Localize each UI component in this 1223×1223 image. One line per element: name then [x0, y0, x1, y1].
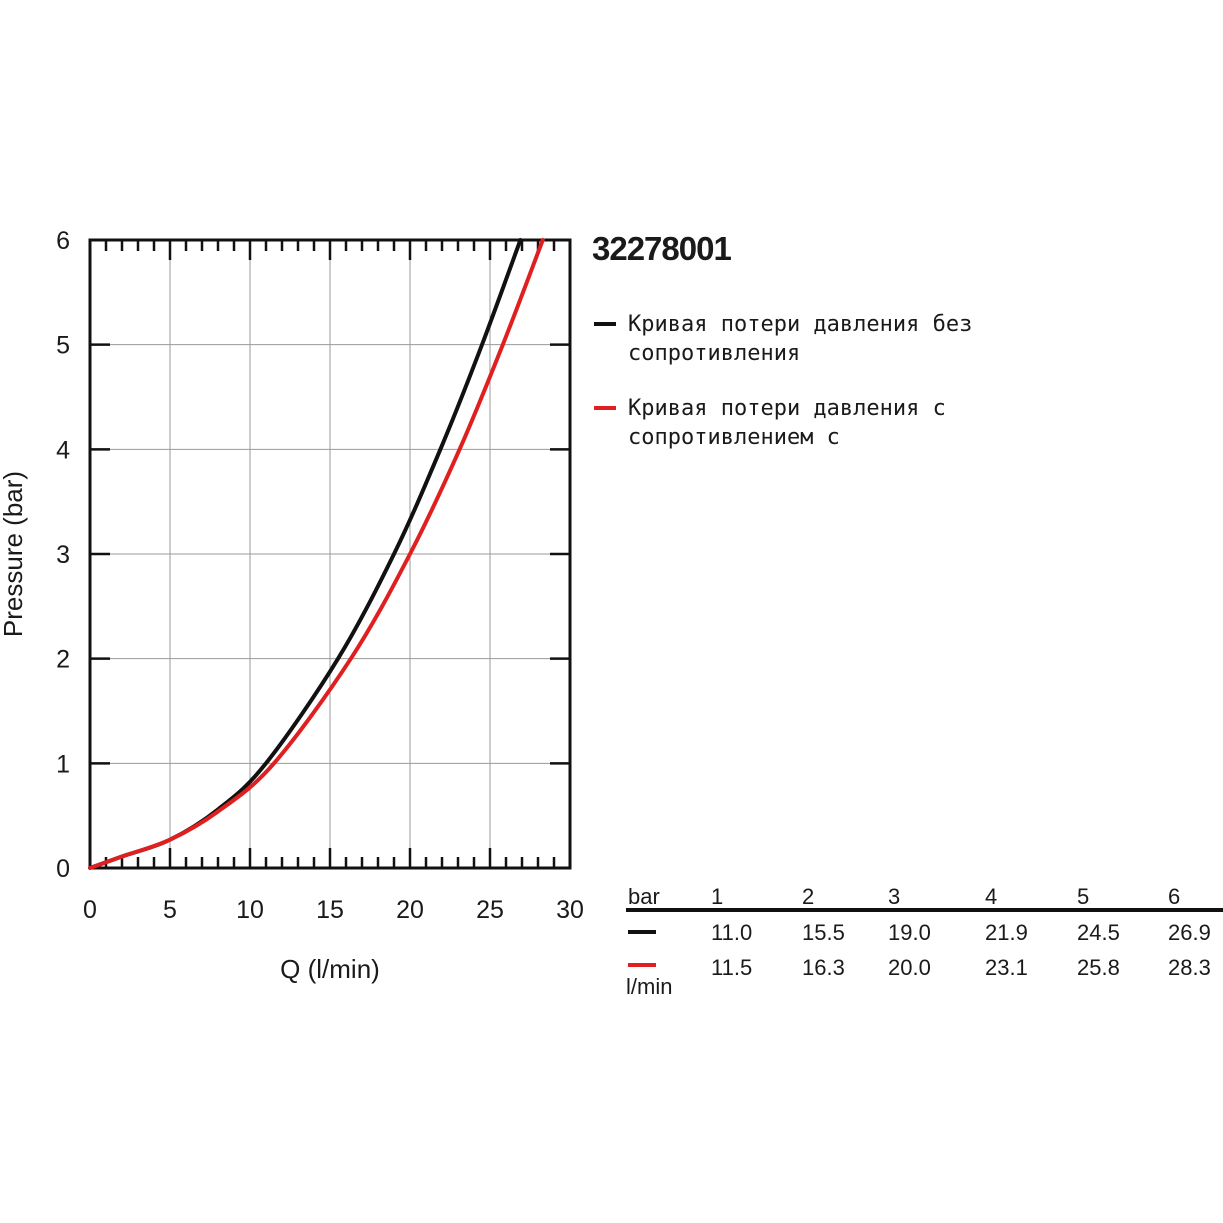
table-cell: 20.0	[888, 955, 931, 980]
table-cell: 19.0	[888, 920, 931, 945]
x-tick-label: 15	[316, 896, 344, 924]
table-col-header: 4	[985, 884, 998, 909]
legend-swatch-red	[594, 406, 616, 410]
x-tick-label: 0	[83, 896, 97, 924]
table-col-header: 1	[711, 884, 724, 909]
table-row-swatch-black	[628, 930, 656, 934]
x-tick-label: 30	[556, 896, 584, 924]
product-code: 32278001	[592, 230, 732, 267]
chart-ticks	[90, 240, 570, 868]
y-tick-label: 1	[56, 750, 70, 778]
plot-frame	[88, 238, 572, 870]
x-tick-label: 5	[163, 896, 177, 924]
table-header-label: bar	[628, 884, 660, 909]
table-cell: 26.9	[1168, 920, 1211, 945]
chart-series	[88, 238, 545, 870]
y-tick-label: 0	[56, 855, 70, 883]
table-col-header: 3	[888, 884, 901, 909]
legend-entry-without-resistance: Кривая потери давления без сопротивления	[594, 310, 1214, 368]
table-row-swatch-red	[628, 963, 656, 967]
x-tick-labels: 0 5 10 15 20 25 30	[83, 896, 584, 924]
table-cell: 24.5	[1077, 920, 1120, 945]
legend-entry-with-resistance: Кривая потери давления с сопротивлением …	[594, 394, 1214, 452]
table-col-header: 2	[802, 884, 815, 909]
table-cell: 23.1	[985, 955, 1028, 980]
table-cell: 21.9	[985, 920, 1028, 945]
table-unit-label: l/min	[626, 974, 673, 999]
legend: Кривая потери давления без сопротивления…	[594, 310, 1214, 478]
flow-table: bar 1 2 3 4 5 6 11.0 15.5 19.0 21.9 24.5…	[626, 884, 1223, 1000]
table-rule	[626, 908, 1223, 912]
y-tick-label: 4	[56, 436, 70, 464]
legend-label: Кривая потери давления без сопротивления	[628, 312, 973, 366]
table-col-header: 6	[1168, 884, 1181, 909]
pressure-chart: 0 5 10 15 20 25 30 0 1 2 3 4 5 6 Q (l/min) Pressure …	[0, 227, 584, 984]
table-cell: 16.3	[802, 955, 845, 980]
table-col-header: 5	[1077, 884, 1090, 909]
y-axis-title: Pressure (bar)	[0, 471, 28, 637]
table-cell: 11.0	[711, 920, 753, 945]
y-tick-label: 5	[56, 332, 70, 360]
series-line-with-resistance	[88, 238, 545, 870]
y-tick-labels: 0 1 2 3 4 5 6	[56, 227, 70, 883]
x-tick-label: 10	[236, 896, 264, 924]
x-axis-title: Q (l/min)	[280, 954, 380, 984]
chart-grid	[90, 240, 570, 868]
y-tick-label: 2	[56, 646, 70, 674]
legend-label: Кривая потери давления с сопротивлением …	[628, 396, 946, 450]
table-cell: 25.8	[1077, 955, 1120, 980]
legend-swatch-black	[594, 322, 616, 326]
x-tick-label: 20	[396, 896, 424, 924]
table-cell: 15.5	[802, 920, 845, 945]
table-cell: 11.5	[711, 955, 753, 980]
y-tick-label: 6	[56, 227, 70, 255]
x-tick-label: 25	[476, 896, 504, 924]
y-tick-label: 3	[56, 541, 70, 569]
table-cell: 28.3	[1168, 955, 1211, 980]
